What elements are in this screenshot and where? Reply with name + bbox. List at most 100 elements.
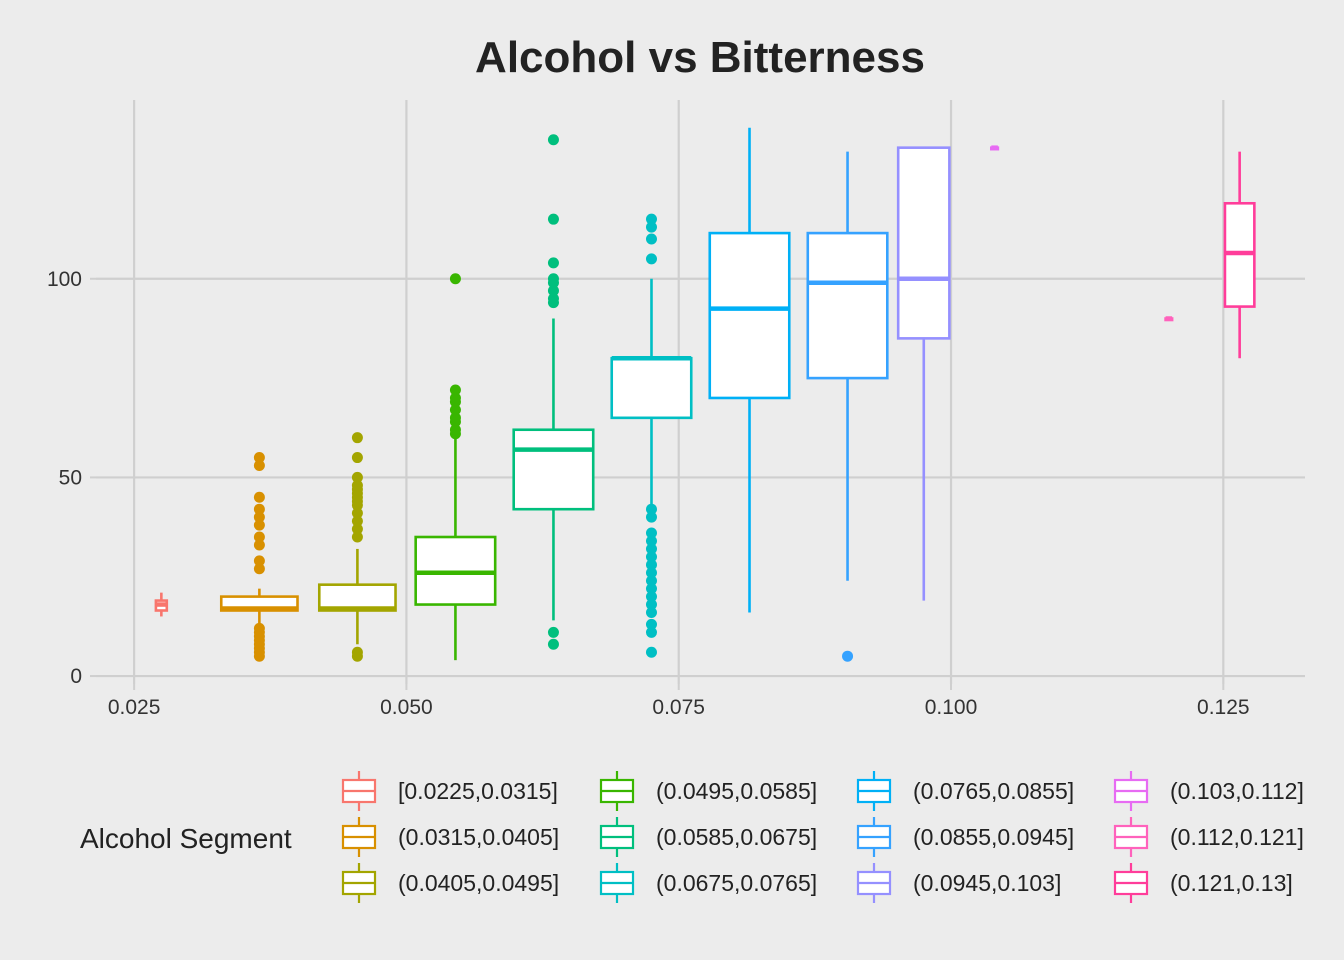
outlier-point [253, 519, 265, 531]
x-tick-label: 0.025 [108, 696, 161, 719]
outlier-point [645, 213, 657, 225]
outlier-point [645, 575, 657, 587]
outlier-point [547, 257, 559, 269]
outlier-point [253, 491, 265, 503]
outlier-point [645, 599, 657, 611]
outlier-point [253, 539, 265, 551]
outlier-point [645, 511, 657, 523]
outlier-point [547, 626, 559, 638]
legend-item: (0.0855,0.0945] [856, 817, 1074, 857]
legend-item: (0.121,0.13] [1113, 863, 1293, 903]
x-tick-label: 0.125 [1197, 696, 1250, 719]
boxplot-group [414, 273, 497, 661]
outlier-point [547, 285, 559, 297]
legend-label: (0.0765,0.0855] [913, 778, 1074, 804]
outlier-point [253, 503, 265, 515]
outlier-point [351, 507, 363, 519]
outlier-point [253, 555, 265, 567]
legend-label: (0.0405,0.0495] [398, 870, 559, 896]
legend-item: (0.0675,0.0765] [599, 863, 817, 903]
box [610, 356, 693, 420]
y-tick-label: 0 [70, 665, 82, 688]
outlier-point [351, 523, 363, 535]
legend-label: (0.0675,0.0765] [656, 870, 817, 896]
outlier-point [645, 221, 657, 233]
legend-label: (0.103,0.112] [1170, 778, 1304, 804]
legend-item: (0.0315,0.0405] [341, 817, 559, 857]
legend-label: (0.112,0.121] [1170, 824, 1304, 850]
outlier-point [351, 531, 363, 543]
legend-item: (0.112,0.121] [1113, 817, 1304, 857]
outlier-point [253, 459, 265, 471]
outlier-point [645, 567, 657, 579]
outlier-point [645, 618, 657, 630]
outlier-point [547, 273, 559, 285]
legend-label: (0.0855,0.0945] [913, 824, 1074, 850]
outlier-point [449, 404, 461, 416]
legend: Alcohol Segment [0.0225,0.0315] (0.0315,0… [80, 771, 1304, 903]
x-tick-label: 0.050 [380, 696, 433, 719]
y-tick-label: 50 [59, 466, 82, 489]
outlier-point [645, 535, 657, 547]
boxplot-group [219, 452, 299, 662]
boxplot-group [512, 134, 595, 650]
boxplot-group [1223, 151, 1256, 359]
outlier-point [842, 650, 854, 662]
outlier-point [449, 273, 461, 285]
outlier-point [449, 392, 461, 404]
outlier-point [253, 622, 265, 634]
outlier-point [645, 551, 657, 563]
outlier-point [351, 452, 363, 464]
outlier-point [645, 543, 657, 555]
boxplot-group [990, 145, 1000, 151]
legend-item: (0.0945,0.103] [856, 863, 1061, 903]
outlier-point [645, 233, 657, 245]
outlier-point [253, 563, 265, 575]
legend-label: (0.121,0.13] [1170, 870, 1293, 896]
outlier-point [351, 646, 363, 658]
outlier-point [645, 606, 657, 618]
outlier-point [253, 531, 265, 543]
outlier-point [645, 646, 657, 658]
legend-title: Alcohol Segment [80, 823, 292, 854]
boxplot-group [154, 592, 169, 617]
outlier-point [449, 412, 461, 424]
outlier-point [547, 213, 559, 225]
box [512, 428, 595, 511]
x-axis: 0.025 0.050 0.075 0.100 0.125 [108, 684, 1250, 719]
outlier-point [645, 253, 657, 265]
legend-item: (0.0495,0.0585] [599, 771, 817, 811]
legend-item: (0.0405,0.0495] [341, 863, 559, 903]
box [708, 231, 791, 400]
legend-label: (0.0945,0.103] [913, 870, 1061, 896]
outlier-point [645, 626, 657, 638]
outlier-point [449, 424, 461, 436]
legend-label: (0.0585,0.0675] [656, 824, 817, 850]
boxplots [154, 127, 1256, 662]
x-tick-label: 0.100 [925, 696, 978, 719]
boxplot-group [610, 213, 693, 658]
outlier-point [645, 503, 657, 515]
boxplot-group [708, 127, 791, 613]
y-axis: 0 50 100 [47, 268, 96, 688]
x-tick-label: 0.075 [652, 696, 705, 719]
chart-title: Alcohol vs Bitterness [475, 33, 925, 82]
outlier-point [253, 511, 265, 523]
outlier-point [645, 583, 657, 595]
legend-label: [0.0225,0.0315] [398, 778, 558, 804]
box [806, 231, 889, 380]
legend-item: (0.103,0.112] [1113, 771, 1304, 811]
outlier-point [351, 515, 363, 527]
outlier-point [253, 452, 265, 464]
box [317, 583, 397, 612]
outlier-point [351, 471, 363, 483]
boxplot-group [806, 151, 889, 662]
legend-label: (0.0495,0.0585] [656, 778, 817, 804]
outlier-point [547, 638, 559, 650]
outlier-point [547, 134, 559, 146]
boxplot-group [1164, 316, 1174, 322]
grid-lines [96, 100, 1305, 684]
outlier-point [351, 479, 363, 491]
legend-item: [0.0225,0.0315] [341, 771, 558, 811]
